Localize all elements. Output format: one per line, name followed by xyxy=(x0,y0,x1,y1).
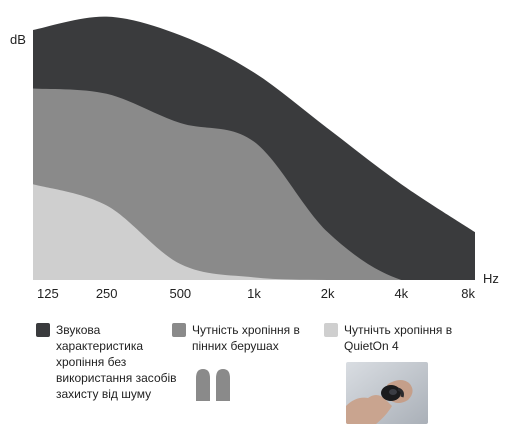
x-axis-label: Hz xyxy=(483,271,499,286)
x-tick-label: 1k xyxy=(247,286,261,301)
area-chart: dB Hz 125 250 500 1k 2k 4k 8k xyxy=(10,16,499,301)
legend-label-foam: Чутність хропіння в пінних берушах xyxy=(192,323,300,353)
legend-swatch-foam xyxy=(172,323,186,337)
area-series-foam-earplugs xyxy=(33,88,475,280)
x-axis-ticks: 125 250 500 1k 2k 4k 8k xyxy=(37,286,475,301)
quieton-earbud-photo xyxy=(346,362,428,424)
x-tick-label: 125 xyxy=(37,286,59,301)
legend-swatch-quieton xyxy=(324,323,338,337)
x-tick-label: 2k xyxy=(321,286,335,301)
foam-earplugs-icon xyxy=(196,369,230,401)
legend-swatch-noise xyxy=(36,323,50,337)
x-tick-label: 500 xyxy=(169,286,191,301)
area-series-quieton xyxy=(33,184,475,280)
y-axis-label: dB xyxy=(10,32,26,47)
legend-label-quieton: Чутнічть хропіння в QuietOn 4 xyxy=(344,323,453,353)
x-tick-label: 250 xyxy=(96,286,118,301)
x-tick-label: 4k xyxy=(394,286,408,301)
legend-label-noise: Звукова характеристика хропіння без вико… xyxy=(56,323,177,401)
x-tick-label: 8k xyxy=(461,286,475,301)
